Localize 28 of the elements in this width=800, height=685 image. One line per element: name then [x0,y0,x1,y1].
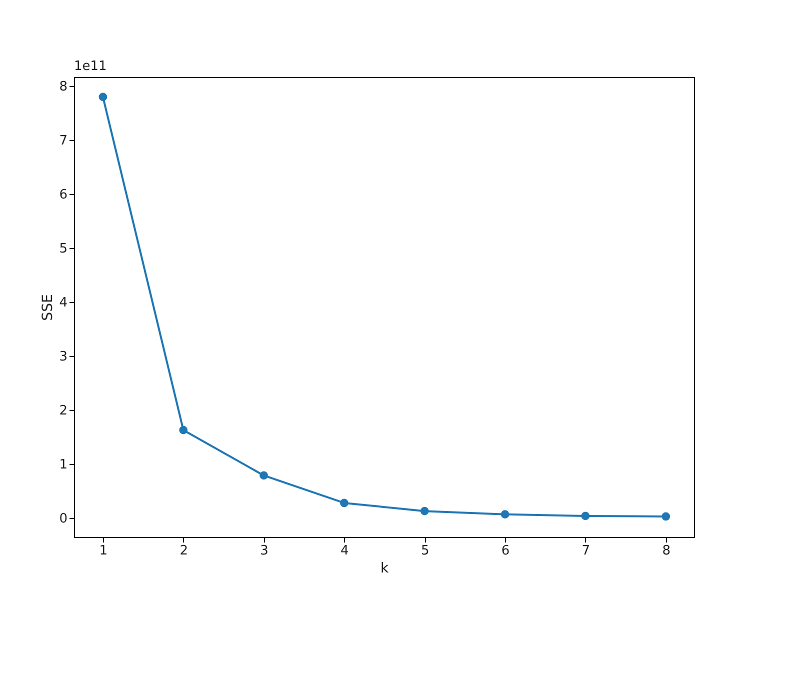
x-tick-label: 2 [180,544,188,558]
x-axis-title: k [380,560,390,576]
x-tick-label: 3 [260,544,268,558]
y-axis-title: SSE [40,294,56,321]
y-tick-label: 4 [59,296,68,311]
point [662,512,670,521]
y-tick-label: 2 [59,404,68,419]
y-tick-label: 0 [59,512,68,527]
x-tick-label: 7 [582,544,590,558]
point [340,498,348,508]
y-tick-label: 7 [59,134,68,149]
y-tick-label: 5 [59,242,68,257]
text: 1e11 [74,59,107,74]
point [420,506,429,516]
point [179,426,188,434]
point [98,92,108,102]
y-tick-label: 8 [59,80,68,95]
x-tick-label: 8 [662,544,670,558]
x-tick-label: 5 [420,544,430,558]
x-tick-label: 1 [99,544,108,558]
y-tick-label: 6 [59,188,68,203]
x-tick-label: 6 [501,544,510,558]
point [581,512,590,520]
y-tick-label: 1 [59,458,68,473]
x-tick-label: 4 [340,544,349,558]
y-tick-label: 3 [59,350,68,365]
point [260,471,268,480]
point [500,510,510,518]
